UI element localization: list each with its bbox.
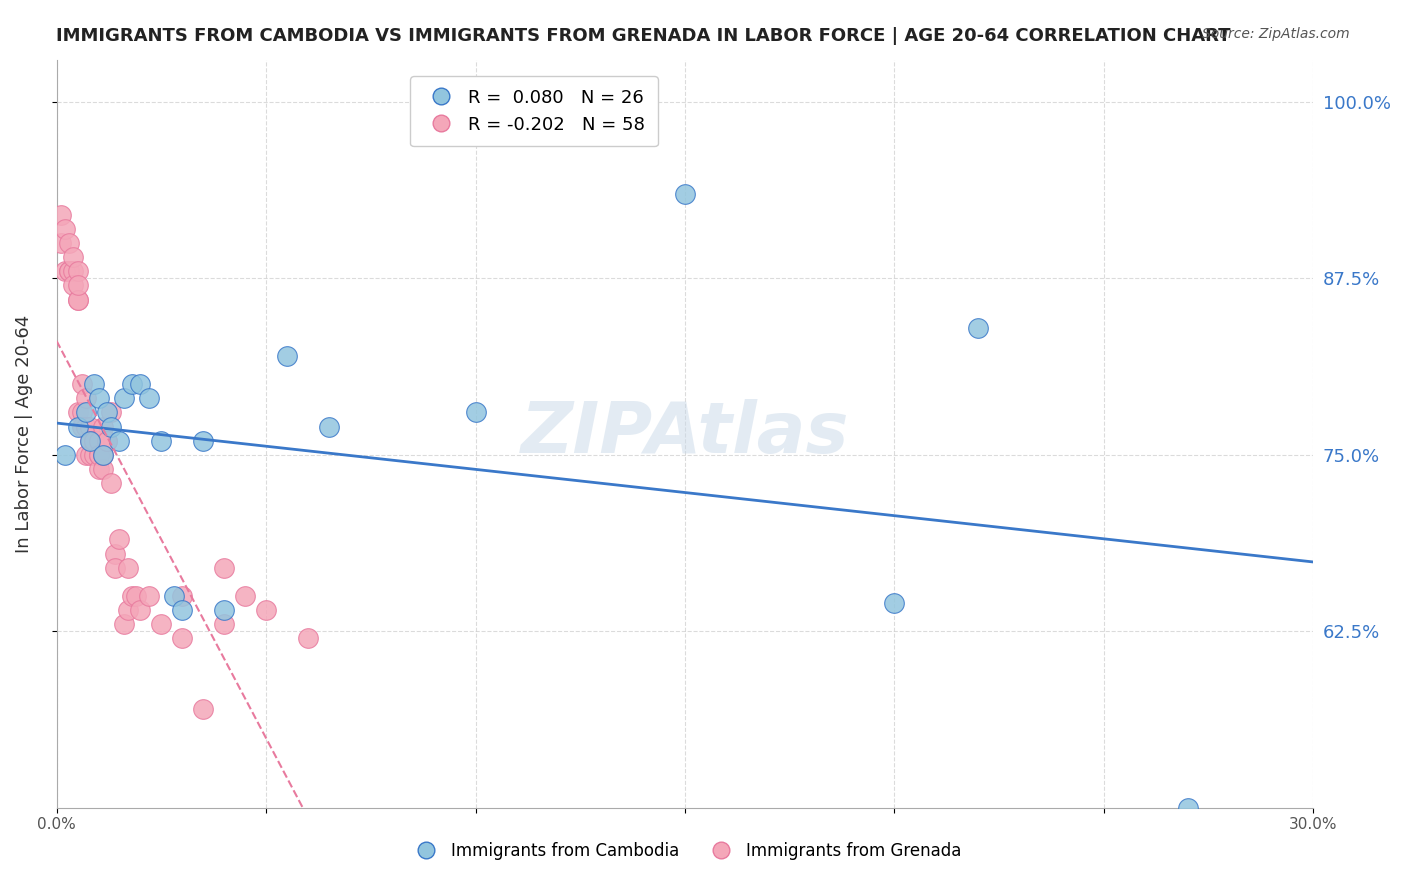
Point	[66, 264, 89, 278]
Point	[62, 250, 84, 264]
Point	[129, 603, 152, 617]
Point	[70, 405, 93, 419]
Point	[883, 596, 905, 610]
Point	[1177, 800, 1199, 814]
Point	[91, 462, 114, 476]
Point	[87, 434, 110, 448]
Point	[49, 236, 72, 251]
Point	[172, 632, 194, 646]
Point	[212, 560, 235, 574]
Point	[66, 405, 89, 419]
Point	[58, 264, 80, 278]
Point	[70, 377, 93, 392]
Point	[138, 392, 160, 406]
Point	[464, 405, 486, 419]
Point	[79, 434, 101, 448]
Point	[212, 603, 235, 617]
Point	[83, 434, 105, 448]
Point	[254, 603, 277, 617]
Point	[87, 462, 110, 476]
Point	[108, 434, 131, 448]
Point	[66, 419, 89, 434]
Point	[79, 434, 101, 448]
Text: IMMIGRANTS FROM CAMBODIA VS IMMIGRANTS FROM GRENADA IN LABOR FORCE | AGE 20-64 C: IMMIGRANTS FROM CAMBODIA VS IMMIGRANTS F…	[56, 27, 1230, 45]
Point	[104, 560, 127, 574]
Point	[163, 589, 186, 603]
Point	[150, 434, 173, 448]
Point	[58, 236, 80, 251]
Point	[96, 405, 118, 419]
Point	[75, 405, 97, 419]
Point	[112, 617, 135, 632]
Point	[87, 392, 110, 406]
Point	[96, 434, 118, 448]
Y-axis label: In Labor Force | Age 20-64: In Labor Force | Age 20-64	[15, 315, 32, 553]
Point	[49, 208, 72, 222]
Point	[83, 377, 105, 392]
Point	[100, 476, 122, 491]
Point	[79, 448, 101, 462]
Point	[108, 533, 131, 547]
Point	[66, 293, 89, 307]
Point	[87, 448, 110, 462]
Point	[125, 589, 148, 603]
Point	[318, 419, 340, 434]
Point	[138, 589, 160, 603]
Point	[112, 392, 135, 406]
Point	[193, 434, 215, 448]
Point	[75, 419, 97, 434]
Point	[53, 222, 76, 236]
Point	[58, 264, 80, 278]
Point	[83, 434, 105, 448]
Point	[104, 547, 127, 561]
Point	[62, 264, 84, 278]
Point	[66, 278, 89, 293]
Legend: R =  0.080   N = 26, R = -0.202   N = 58: R = 0.080 N = 26, R = -0.202 N = 58	[411, 76, 658, 146]
Point	[100, 405, 122, 419]
Point	[62, 278, 84, 293]
Point	[66, 293, 89, 307]
Point	[233, 589, 256, 603]
Point	[121, 589, 143, 603]
Text: Source: ZipAtlas.com: Source: ZipAtlas.com	[1202, 27, 1350, 41]
Text: ZIPAtlas: ZIPAtlas	[520, 399, 849, 468]
Point	[53, 264, 76, 278]
Point	[87, 448, 110, 462]
Point	[75, 448, 97, 462]
Point	[129, 377, 152, 392]
Point	[96, 434, 118, 448]
Point	[117, 560, 139, 574]
Point	[276, 349, 298, 363]
Point	[117, 603, 139, 617]
Point	[91, 448, 114, 462]
Point	[53, 448, 76, 462]
Point	[673, 186, 696, 201]
Point	[79, 419, 101, 434]
Point	[150, 617, 173, 632]
Point	[83, 448, 105, 462]
Point	[91, 419, 114, 434]
Point	[70, 419, 93, 434]
Point	[75, 392, 97, 406]
Point	[193, 702, 215, 716]
Point	[172, 603, 194, 617]
Point	[91, 448, 114, 462]
Point	[75, 419, 97, 434]
Point	[121, 377, 143, 392]
Point	[297, 632, 319, 646]
Point	[212, 617, 235, 632]
Point	[100, 419, 122, 434]
Point	[967, 320, 990, 334]
Point	[172, 589, 194, 603]
